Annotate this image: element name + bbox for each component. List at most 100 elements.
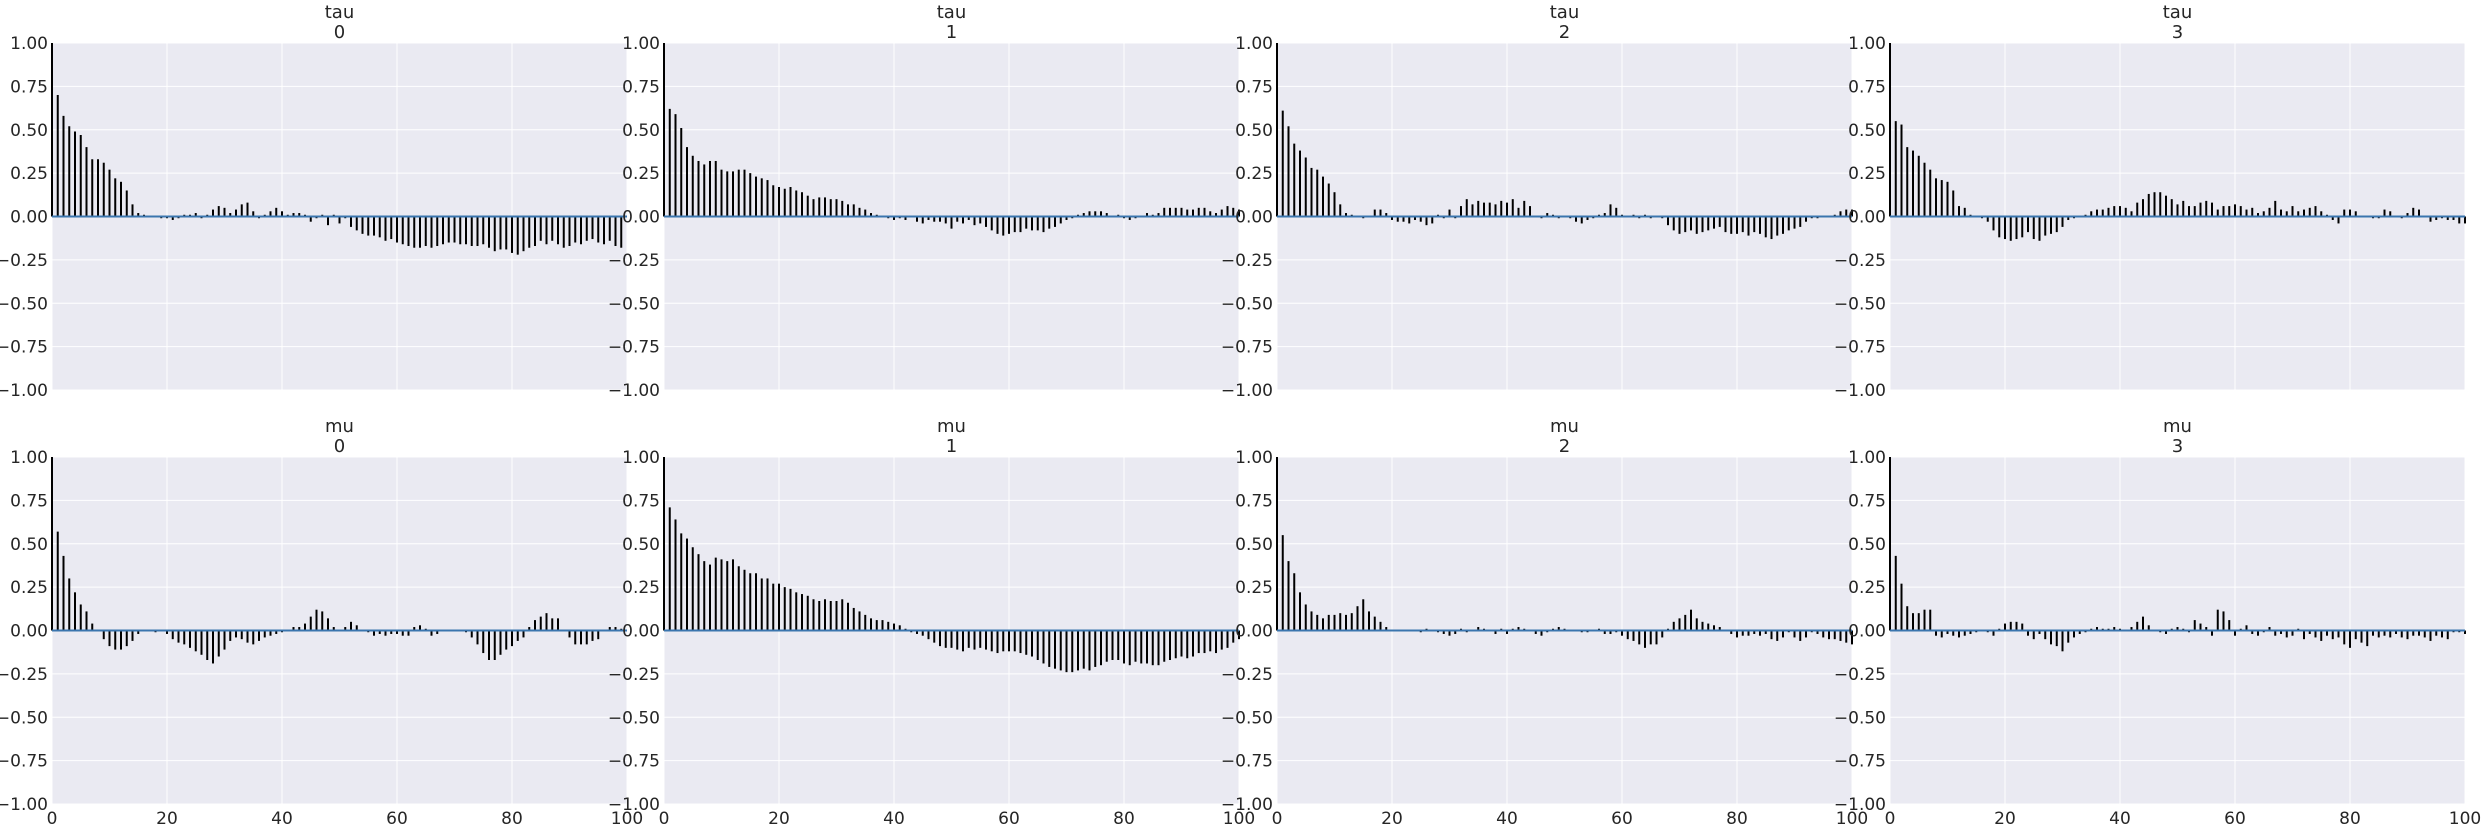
y-tick-label: 1.00 (1848, 34, 1886, 54)
x-tick-label: 60 (2224, 809, 2246, 827)
y-tick-label: 0.00 (622, 208, 660, 228)
x-tick-label: 0 (47, 809, 58, 827)
panel-title-var: tau (1550, 2, 1580, 23)
y-tick-label: 0.50 (10, 535, 48, 555)
panel-title-var: tau (2163, 2, 2193, 23)
panel-title-var: mu (937, 416, 966, 437)
y-tick-label: −0.75 (608, 338, 660, 358)
y-tick-label: 1.00 (10, 34, 48, 54)
y-tick-label: −1.00 (0, 795, 48, 815)
y-tick-label: 1.00 (622, 34, 660, 54)
y-tick-label: −1.00 (608, 381, 660, 401)
y-tick-label: −0.75 (1834, 338, 1886, 358)
x-tick-label: 20 (156, 809, 178, 827)
y-tick-label: 0.50 (1235, 535, 1273, 555)
y-tick-label: −0.50 (1221, 708, 1273, 728)
x-tick-label: 80 (2339, 809, 2361, 827)
x-tick-label: 40 (2109, 809, 2131, 827)
panel-title-index: 0 (334, 22, 345, 43)
y-tick-label: 0.75 (622, 77, 660, 97)
x-tick-label: 80 (1726, 809, 1748, 827)
panel-title-index: 1 (946, 22, 957, 43)
y-tick-label: 1.00 (1235, 448, 1273, 468)
y-tick-label: −0.25 (1834, 665, 1886, 685)
y-tick-label: −0.75 (1221, 752, 1273, 772)
y-tick-label: 0.50 (1848, 121, 1886, 141)
y-tick-label: 0.75 (10, 77, 48, 97)
x-tick-label: 100 (2449, 809, 2481, 827)
y-tick-label: 0.25 (622, 578, 660, 598)
y-tick-label: −0.50 (608, 294, 660, 314)
x-tick-label: 80 (501, 809, 523, 827)
y-tick-label: −0.50 (0, 294, 48, 314)
y-tick-label: −0.75 (1834, 752, 1886, 772)
y-tick-label: −1.00 (1221, 381, 1273, 401)
y-tick-label: −0.75 (0, 752, 48, 772)
acf-panel-mu-3: mu3 1.00 0.75 0.50 0.25 0.00 −0.25 −0.50 −0.75 −1… (1834, 416, 2481, 827)
panel-title-index: 1 (946, 436, 957, 457)
x-tick-label: 80 (1113, 809, 1135, 827)
x-tick-label: 60 (998, 809, 1020, 827)
y-tick-label: 0.25 (1235, 578, 1273, 598)
y-tick-label: −0.25 (1221, 665, 1273, 685)
y-tick-label: 0.50 (10, 121, 48, 141)
y-tick-label: 0.00 (1848, 208, 1886, 228)
y-tick-label: 0.00 (1235, 208, 1273, 228)
y-tick-label: 0.25 (622, 164, 660, 184)
y-tick-label: 0.25 (10, 164, 48, 184)
x-tick-label: 100 (1836, 809, 1868, 827)
y-tick-label: 0.00 (1235, 622, 1273, 642)
y-tick-label: −0.75 (0, 338, 48, 358)
panel-title-var: tau (937, 2, 967, 23)
x-tick-label: 20 (1994, 809, 2016, 827)
y-tick-label: 0.00 (1848, 622, 1886, 642)
y-tick-label: 0.50 (1235, 121, 1273, 141)
x-tick-label: 40 (883, 809, 905, 827)
y-tick-label: −0.25 (1221, 251, 1273, 271)
y-tick-label: −1.00 (608, 795, 660, 815)
x-tick-label: 20 (768, 809, 790, 827)
y-tick-label: 0.50 (622, 535, 660, 555)
y-tick-label: −0.75 (1221, 338, 1273, 358)
y-tick-label: −0.25 (608, 251, 660, 271)
panel-title-index: 0 (334, 436, 345, 457)
x-tick-label: 40 (1496, 809, 1518, 827)
y-tick-label: 0.75 (1848, 77, 1886, 97)
acf-panel-mu-1: mu1 1.00 0.75 0.50 0.25 0.00 −0.25 −0.50 −0.75 −1… (608, 416, 1255, 827)
y-tick-label: −0.50 (0, 708, 48, 728)
y-tick-label: 0.25 (1235, 164, 1273, 184)
y-tick-label: −0.50 (1834, 294, 1886, 314)
panel-title-index: 2 (1559, 22, 1570, 43)
y-tick-label: −1.00 (0, 381, 48, 401)
y-tick-label: −1.00 (1834, 795, 1886, 815)
panel-title-var: tau (325, 2, 355, 23)
x-tick-label: 0 (659, 809, 670, 827)
panel-title-index: 2 (1559, 436, 1570, 457)
x-tick-label: 100 (1223, 809, 1255, 827)
y-tick-label: 1.00 (10, 448, 48, 468)
acf-panel-mu-2: mu2 1.00 0.75 0.50 0.25 0.00 −0.25 −0.50 −0.75 −1… (1221, 416, 1868, 827)
y-tick-label: −0.25 (0, 665, 48, 685)
y-tick-label: 0.00 (10, 622, 48, 642)
y-tick-label: −0.25 (0, 251, 48, 271)
y-tick-label: 0.50 (622, 121, 660, 141)
y-tick-label: 0.75 (1848, 491, 1886, 511)
panel-title-index: 3 (2172, 436, 2183, 457)
y-tick-label: 0.00 (622, 622, 660, 642)
y-tick-label: −0.50 (608, 708, 660, 728)
y-tick-label: 0.75 (622, 491, 660, 511)
x-tick-label: 100 (611, 809, 643, 827)
x-tick-label: 0 (1272, 809, 1283, 827)
x-tick-label: 20 (1381, 809, 1403, 827)
panel-title-var: mu (2163, 416, 2192, 437)
y-tick-label: 0.25 (1848, 578, 1886, 598)
y-tick-label: 0.75 (1235, 77, 1273, 97)
y-tick-label: 1.00 (1848, 448, 1886, 468)
panel-title-var: mu (1550, 416, 1579, 437)
panel-title-index: 3 (2172, 22, 2183, 43)
x-tick-label: 60 (386, 809, 408, 827)
acf-panel-mu-0: mu01.000.750.500.250.00−0.25−0.50−0.75−1… (0, 416, 643, 827)
